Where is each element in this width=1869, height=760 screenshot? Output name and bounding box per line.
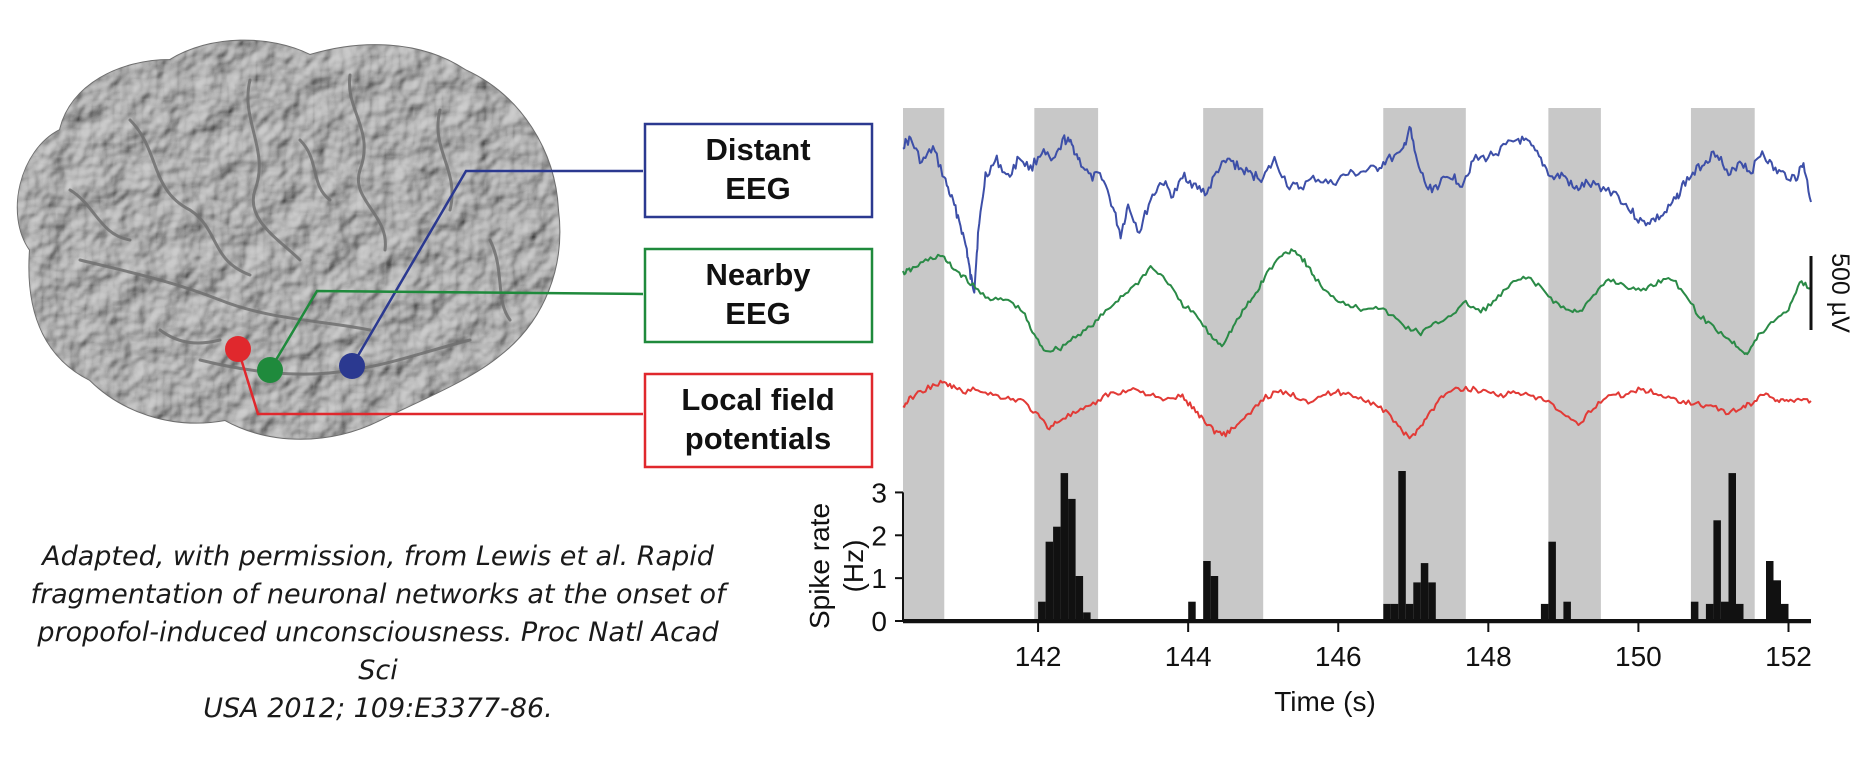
x-tick-label-148: 148 xyxy=(1465,641,1512,672)
spike-bar-13 xyxy=(1405,603,1414,621)
shaded-interval-0 xyxy=(903,108,945,622)
x-tick-label-142: 142 xyxy=(1015,641,1062,672)
spike-bar-11 xyxy=(1390,603,1399,621)
spike-bar-6 xyxy=(1083,612,1091,621)
label-distant-line2: EEG xyxy=(725,171,790,206)
spike-bar-14 xyxy=(1413,582,1421,621)
spike-bar-16 xyxy=(1428,582,1436,621)
x-tick-label-146: 146 xyxy=(1315,641,1362,672)
shading-layer xyxy=(903,108,1755,622)
x-tick-label-150: 150 xyxy=(1615,641,1662,672)
spike-bar-27 xyxy=(1773,580,1781,621)
electrode-distant-dot xyxy=(339,353,365,379)
brain-texture xyxy=(17,40,560,439)
connectors xyxy=(236,169,644,416)
spike-bar-9 xyxy=(1210,576,1219,621)
hist-ylabel: Spike rate (Hz) xyxy=(804,503,869,629)
spike-bar-26 xyxy=(1766,561,1774,621)
axes: 0 1 2 3 142 144 146 148 150 152 xyxy=(871,477,1811,672)
caption-line-4: USA 2012; 109:E3377-86. xyxy=(203,693,553,724)
shaded-interval-4 xyxy=(1548,108,1601,622)
spike-bar-15 xyxy=(1420,563,1429,621)
spike-bar-12 xyxy=(1398,471,1406,621)
connector-nearby xyxy=(268,289,644,371)
caption-line-1: Adapted, with permission, from Lewis et … xyxy=(42,541,714,572)
spike-bar-0 xyxy=(1038,601,1046,621)
shaded-interval-3 xyxy=(1383,108,1466,622)
spike-bar-5 xyxy=(1075,576,1084,621)
spike-bar-19 xyxy=(1563,601,1571,621)
shaded-interval-2 xyxy=(1203,108,1264,622)
caption-line-2: fragmentation of neuronal networks at th… xyxy=(30,579,726,610)
spike-bar-4 xyxy=(1068,498,1076,621)
label-nearby-line2: EEG xyxy=(725,296,790,331)
electrode-nearby-dot xyxy=(257,357,283,383)
x-tick-label-152: 152 xyxy=(1765,641,1812,672)
spike-bar-7 xyxy=(1188,601,1196,621)
shaded-interval-5 xyxy=(1690,108,1755,622)
label-box-local: Local field potentials xyxy=(643,372,874,469)
label-box-nearby: Nearby EEG xyxy=(643,247,874,344)
spike-bar-3 xyxy=(1060,473,1069,621)
x-tick-label-144: 144 xyxy=(1165,641,1212,672)
connector-distant xyxy=(350,169,643,367)
trace-distant-eeg xyxy=(902,125,1812,294)
label-local-line2: potentials xyxy=(685,421,831,456)
x-axis-label: Time (s) xyxy=(1274,686,1376,717)
trace-layer xyxy=(902,125,1812,440)
y-tick-label-2: 2 xyxy=(871,520,887,551)
spike-bar-25 xyxy=(1736,603,1744,621)
spike-bar-20 xyxy=(1690,601,1699,621)
y-tick-label-1: 1 xyxy=(871,563,887,594)
spike-bar-24 xyxy=(1728,473,1736,621)
spike-bar-23 xyxy=(1721,601,1729,621)
connector-local xyxy=(236,348,643,416)
y-tick-label-0: 0 xyxy=(871,606,887,637)
electrode-local-dot xyxy=(225,336,251,362)
trace-local-field-potentials xyxy=(902,379,1812,440)
spike-histogram xyxy=(903,471,1811,621)
spike-bar-28 xyxy=(1781,603,1789,621)
spike-bar-8 xyxy=(1203,561,1211,621)
spike-bar-10 xyxy=(1383,603,1391,621)
spike-bar-1 xyxy=(1045,541,1054,621)
spike-bar-2 xyxy=(1053,526,1061,621)
spike-bar-18 xyxy=(1548,541,1556,621)
spike-bar-17 xyxy=(1540,603,1549,621)
trace-nearby-eeg xyxy=(902,248,1812,356)
label-nearby-line1: Nearby xyxy=(705,257,811,292)
label-box-distant: Distant EEG xyxy=(643,122,874,219)
y-tick-label-3: 3 xyxy=(871,477,887,508)
label-distant-line1: Distant xyxy=(705,132,810,167)
caption-line-3: propofol-induced unconsciousness. Proc N… xyxy=(37,617,719,686)
brain-illustration xyxy=(16,39,561,440)
citation-caption: Adapted, with permission, from Lewis et … xyxy=(18,538,738,728)
spike-bar-21 xyxy=(1705,603,1714,621)
chart: 0 1 2 3 142 144 146 148 150 152 Spike rate (Hz) Ti… xyxy=(804,108,1854,717)
spike-bar-22 xyxy=(1713,520,1721,621)
label-local-line1: Local field xyxy=(681,382,834,417)
scale-bar-label: 500 µV xyxy=(1826,253,1854,333)
